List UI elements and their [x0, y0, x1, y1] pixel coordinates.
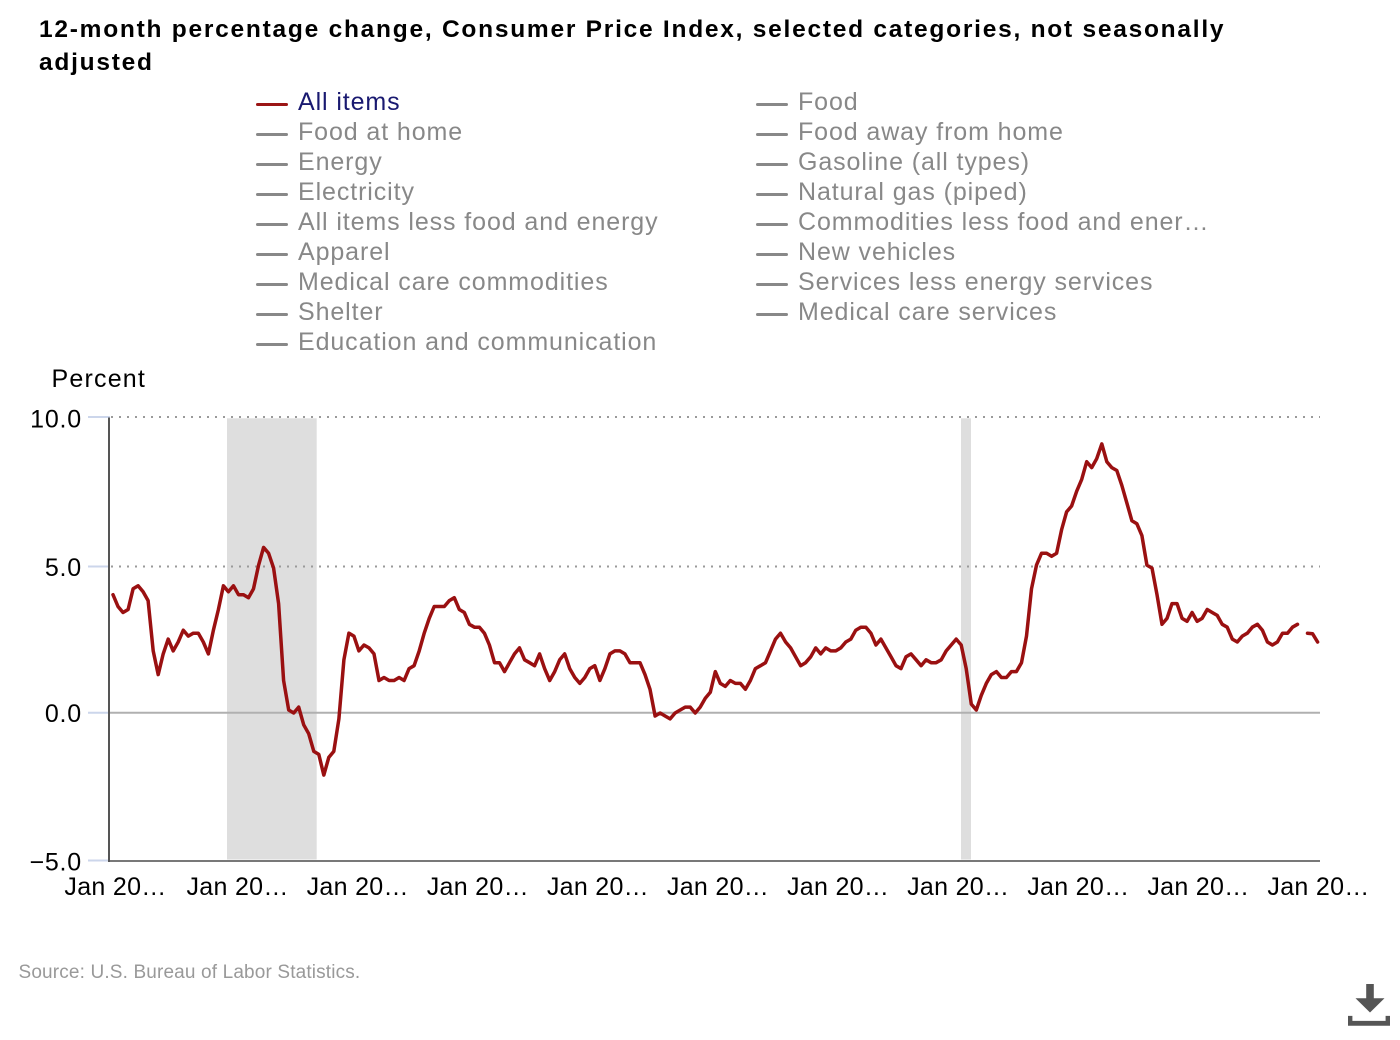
svg-text:Jan 20…: Jan 20…: [1267, 873, 1369, 901]
svg-text:Jan 20…: Jan 20…: [427, 873, 529, 901]
svg-text:Jan 20…: Jan 20…: [1027, 873, 1129, 901]
svg-text:Jan 20…: Jan 20…: [547, 873, 649, 901]
svg-text:Jan 20…: Jan 20…: [787, 873, 889, 901]
svg-text:Jan 20…: Jan 20…: [907, 873, 1009, 901]
svg-text:Jan 20…: Jan 20…: [64, 873, 166, 901]
svg-text:0.0: 0.0: [45, 700, 82, 728]
svg-text:Jan 20…: Jan 20…: [307, 873, 409, 901]
svg-text:−5.0: −5.0: [29, 848, 82, 876]
svg-text:Jan 20…: Jan 20…: [667, 873, 769, 901]
svg-text:Jan 20…: Jan 20…: [1147, 873, 1249, 901]
svg-text:5.0: 5.0: [45, 554, 82, 582]
svg-text:Jan 20…: Jan 20…: [187, 873, 289, 901]
svg-text:10.0: 10.0: [30, 406, 82, 434]
